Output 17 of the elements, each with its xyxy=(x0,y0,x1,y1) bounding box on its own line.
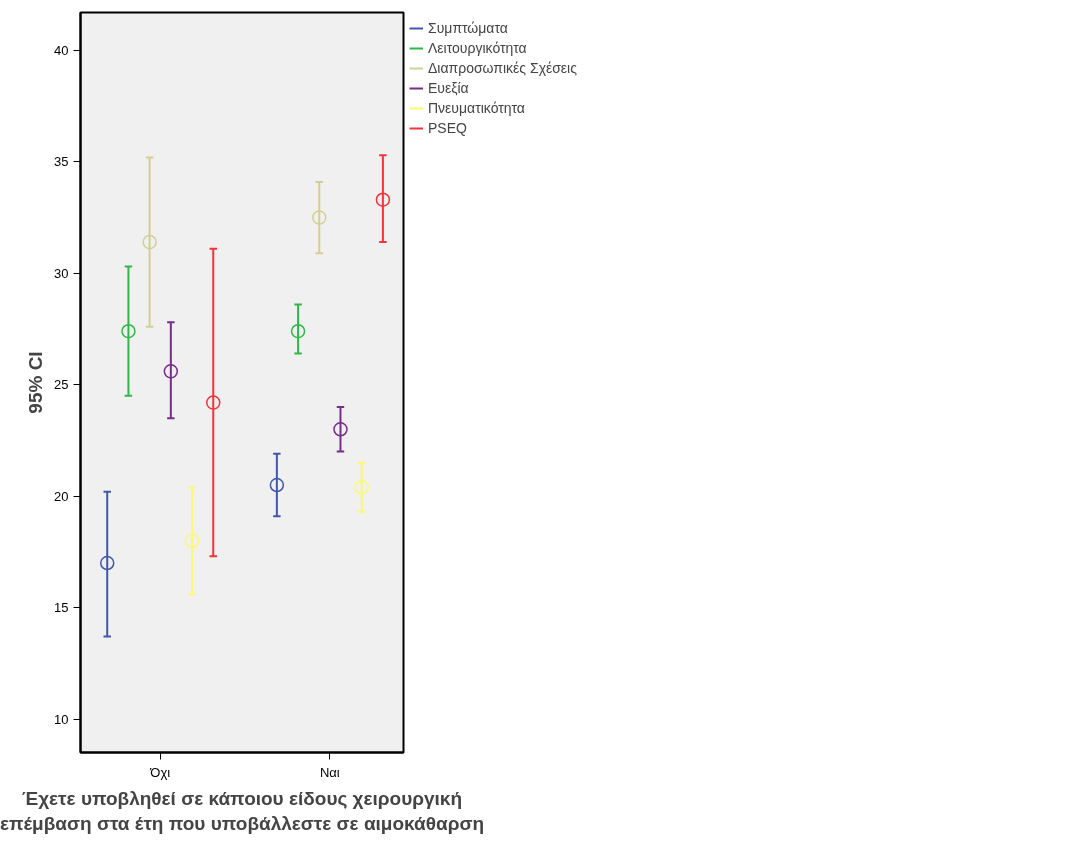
y-axis-title: 95% CI xyxy=(25,351,47,414)
y-tick-label: 30 xyxy=(54,265,69,281)
x-axis-title: Έχετε υποβληθεί σε κάποιου είδους χειρουργική επέμβαση στα έτη που υποβάλλεστε σε αιμοκάθαρση xyxy=(0,787,485,834)
legend-label: Πνευματικότητα xyxy=(428,100,525,116)
x-tick-label: Όχι xyxy=(149,764,171,780)
y-tick-label: 15 xyxy=(54,600,69,616)
legend-label: Συμπτώματα xyxy=(428,20,508,36)
y-tick-label: 25 xyxy=(54,377,69,393)
legend-label: PSEQ xyxy=(428,120,467,136)
y-tick-label: 10 xyxy=(54,711,69,727)
y-tick-label: 40 xyxy=(54,42,69,58)
y-tick-label: 20 xyxy=(54,488,69,504)
legend-label: Ευεξία xyxy=(428,80,469,96)
y-tick-label: 35 xyxy=(54,154,69,170)
legend-label: Λειτουργικότητα xyxy=(428,40,527,56)
legend-label: Διαπροσωπικές Σχέσεις xyxy=(428,60,577,76)
x-tick-label: Ναι xyxy=(319,764,340,780)
